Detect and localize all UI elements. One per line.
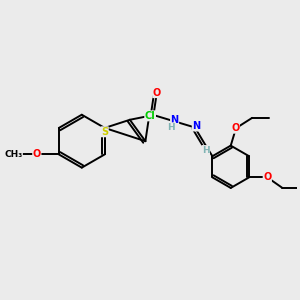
- Text: CH₃: CH₃: [4, 150, 22, 159]
- Text: O: O: [33, 149, 41, 159]
- Text: N: N: [170, 115, 179, 125]
- Text: H: H: [202, 146, 210, 154]
- Text: O: O: [263, 172, 272, 182]
- Text: H: H: [167, 123, 175, 132]
- Text: N: N: [192, 121, 200, 131]
- Text: O: O: [153, 88, 161, 98]
- Text: O: O: [231, 123, 239, 133]
- Text: S: S: [101, 127, 108, 137]
- Text: Cl: Cl: [145, 111, 155, 121]
